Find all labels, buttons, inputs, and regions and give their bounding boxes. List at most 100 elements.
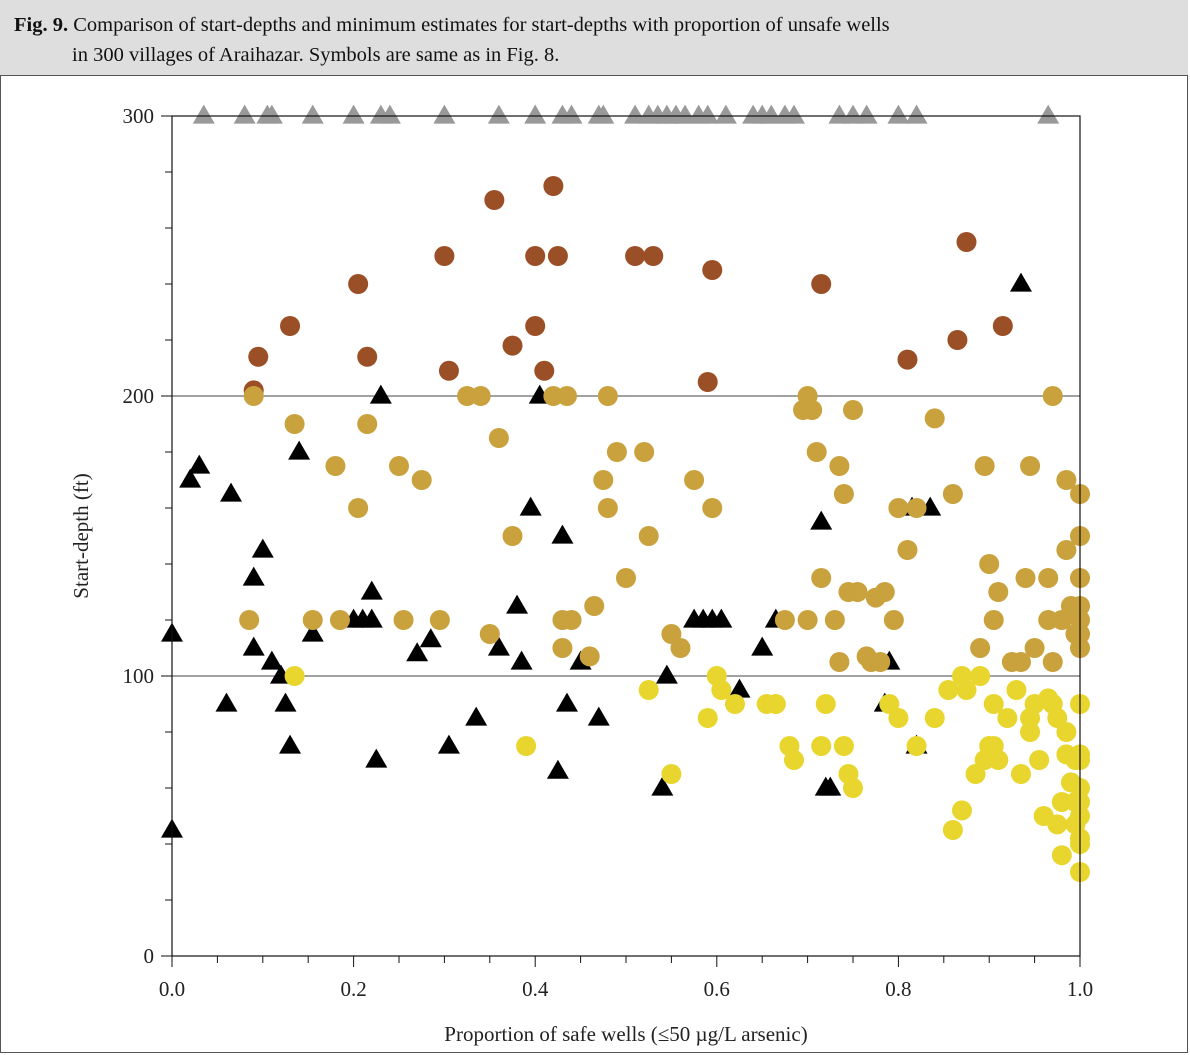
y-tick-label: 200 <box>123 384 155 408</box>
triangle-point <box>714 104 737 124</box>
triangle-point <box>751 636 774 656</box>
triangle-point <box>510 650 533 670</box>
circle-point <box>824 610 845 630</box>
circle-point <box>1056 722 1077 742</box>
circle-point <box>806 442 827 462</box>
circle-point <box>280 316 301 336</box>
circle-point <box>357 414 378 434</box>
circle-point <box>543 176 564 196</box>
triangle-point <box>242 566 265 586</box>
triangle-point <box>301 104 324 124</box>
triangle-point <box>406 642 429 662</box>
circle-point <box>1020 722 1041 742</box>
circle-point <box>942 484 963 504</box>
circle-point <box>870 652 891 672</box>
circle-point <box>643 246 664 266</box>
triangle-point <box>279 734 302 754</box>
x-axis-label: Proportion of safe wells (≤50 µg/L arsen… <box>444 1022 807 1046</box>
circle-point <box>956 680 977 700</box>
triangle-point <box>301 622 324 642</box>
circle-point <box>988 582 1009 602</box>
circle-point <box>883 610 904 630</box>
circle-point <box>1056 470 1077 490</box>
x-tick-label: 0.6 <box>704 977 730 1001</box>
circle-point <box>843 400 863 420</box>
circle-point <box>670 638 691 658</box>
triangle-point <box>519 496 542 516</box>
circle-point <box>970 638 991 658</box>
circle-point <box>1051 845 1072 866</box>
circle-point <box>888 498 909 518</box>
circle-point <box>802 400 823 420</box>
circle-point <box>697 372 718 392</box>
circle-point <box>1024 638 1045 658</box>
circle-point <box>724 694 745 714</box>
triangle-point <box>360 608 383 628</box>
caption-line2: in 300 villages of Araihazar. Symbols ar… <box>72 44 560 66</box>
x-tick-label: 0.2 <box>340 977 366 1001</box>
circle-point <box>348 274 369 294</box>
circle-point <box>325 456 346 476</box>
triangle-point <box>365 748 388 768</box>
circle-point <box>302 610 323 630</box>
triangle-point <box>782 104 805 124</box>
circle-point <box>429 610 450 630</box>
circle-point <box>829 456 850 476</box>
figure-label: Fig. 9. <box>14 14 69 36</box>
triangle-point <box>220 482 243 502</box>
circle-point <box>484 190 505 210</box>
y-tick-label: 100 <box>123 664 155 688</box>
x-tick-label: 0.8 <box>885 977 911 1001</box>
circle-point <box>488 428 509 448</box>
triangle-point <box>855 104 878 124</box>
circle-point <box>284 414 305 434</box>
circle-point <box>702 260 723 280</box>
circle-point <box>239 610 260 630</box>
circle-point <box>833 736 854 756</box>
circle-point <box>411 470 432 490</box>
circle-point <box>579 646 600 667</box>
circle-point <box>684 470 705 490</box>
circle-point <box>997 708 1018 728</box>
triangle-point <box>819 776 842 796</box>
circle-point <box>616 568 636 588</box>
circle-point <box>638 526 659 546</box>
circle-point <box>1015 568 1036 588</box>
circle-point <box>815 694 836 714</box>
circle-point <box>979 554 1000 574</box>
circle-point <box>783 750 804 770</box>
triangle-point <box>288 440 311 460</box>
circle-point <box>988 750 1009 770</box>
circle-point <box>906 736 927 756</box>
triangle-point <box>215 692 238 712</box>
caption-line1: Comparison of start-depths and minimum e… <box>73 14 890 36</box>
triangle-point <box>524 104 547 124</box>
figure-caption: Fig. 9. Comparison of start-depths and m… <box>0 0 1188 76</box>
circle-point <box>983 610 1004 630</box>
circle-point <box>525 316 546 336</box>
circle-point <box>811 274 832 294</box>
circle-point <box>897 349 918 370</box>
circle-point <box>597 498 618 518</box>
circle-point <box>556 386 577 406</box>
triangle-point <box>592 104 615 124</box>
x-tick-label: 0.4 <box>522 977 549 1001</box>
triangle-point <box>274 692 297 712</box>
circle-point <box>924 408 945 429</box>
circle-point <box>434 246 455 266</box>
triangle-point <box>242 636 265 656</box>
circle-point <box>992 316 1013 336</box>
circle-point <box>1029 750 1050 770</box>
circle-point <box>1020 456 1041 476</box>
y-tick-label: 300 <box>123 104 155 128</box>
circle-point <box>797 610 818 630</box>
circle-point <box>956 232 977 252</box>
circle-point <box>983 694 1004 714</box>
triangle-point <box>378 104 401 124</box>
circle-point <box>634 442 655 462</box>
circle-point <box>243 386 264 406</box>
circle-point <box>625 246 646 266</box>
circle-point <box>552 638 573 658</box>
circle-point <box>593 470 614 490</box>
circle-point <box>974 456 995 476</box>
